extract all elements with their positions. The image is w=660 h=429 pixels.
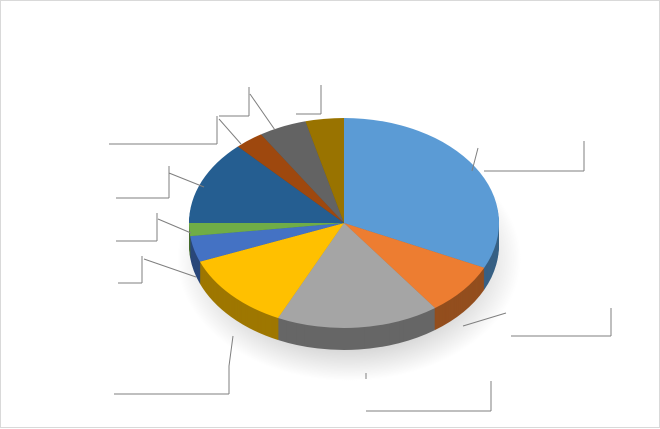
- leader-lines: [109, 85, 612, 412]
- leader-line-4: [114, 335, 234, 395]
- leader-line-6: [116, 213, 192, 242]
- leader-line-7: [116, 166, 205, 199]
- pie-slice-5[interactable]: [190, 223, 344, 262]
- leader-line-5: [118, 256, 197, 284]
- pie-slice-1[interactable]: [344, 118, 499, 268]
- pie-slice-10[interactable]: [305, 118, 344, 223]
- leader-line-2: [462, 308, 612, 337]
- pie-slice-2[interactable]: [344, 223, 485, 308]
- leader-line-3: [365, 373, 492, 412]
- pie-slice-6[interactable]: [189, 223, 344, 237]
- pie-slice-8[interactable]: [237, 134, 344, 223]
- leader-line-8: [109, 116, 242, 145]
- leader-line-10: [296, 85, 322, 115]
- pie-slice-4[interactable]: [199, 223, 344, 319]
- pie-slice-9[interactable]: [260, 121, 344, 223]
- pie-slices: [189, 118, 499, 328]
- leader-line-1: [471, 141, 585, 172]
- pie-slice-3[interactable]: [278, 223, 436, 328]
- leader-line-9: [219, 87, 276, 131]
- pie-slice-7[interactable]: [189, 146, 344, 223]
